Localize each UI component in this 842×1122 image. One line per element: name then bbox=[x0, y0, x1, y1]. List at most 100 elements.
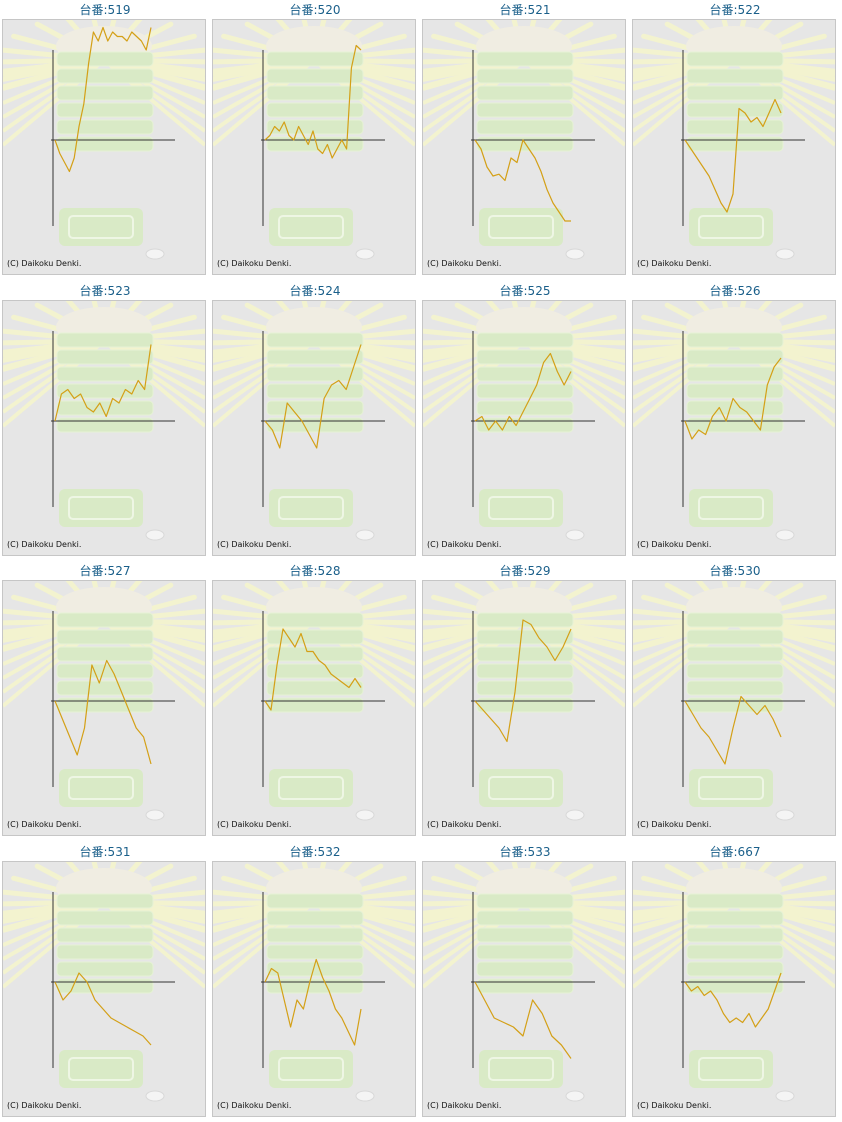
chart-plot bbox=[3, 20, 205, 260]
backdrop-illustration bbox=[3, 861, 205, 1101]
machine-chart-530: 台番:530 (C) Daikoku Denki. bbox=[630, 561, 840, 841]
backdrop-illustration bbox=[633, 20, 835, 260]
machine-chart-521: 台番:521 (C) Daikoku Denki. bbox=[420, 0, 630, 280]
machine-number-label[interactable]: 台番:530 bbox=[709, 564, 761, 578]
series-line bbox=[474, 352, 572, 431]
copyright-label: (C) Daikoku Denki. bbox=[7, 820, 82, 829]
copyright-label: (C) Daikoku Denki. bbox=[637, 1100, 712, 1110]
chart-frame: (C) Daikoku Denki. bbox=[632, 860, 836, 1117]
copyright-label: (C) Daikoku Denki. bbox=[7, 1100, 82, 1110]
copyright-label: (C) Daikoku Denki. bbox=[637, 820, 712, 829]
machine-chart-522: 台番:522 (C) Daikoku Denki. bbox=[630, 0, 840, 280]
copyright-label: (C) Daikoku Denki. bbox=[427, 820, 502, 829]
series-line bbox=[474, 981, 572, 1059]
machine-chart-519: 台番:519 (C) Daikoku Denki. bbox=[0, 0, 210, 280]
machine-chart-532: 台番:532 (C) Daikoku Denki. bbox=[210, 842, 420, 1122]
chart-frame: (C) Daikoku Denki. bbox=[422, 299, 626, 556]
chart-frame: (C) Daikoku Denki. bbox=[2, 19, 206, 275]
chart-plot bbox=[213, 20, 415, 260]
series-line bbox=[264, 958, 362, 1046]
machine-number-label[interactable]: 台番:522 bbox=[709, 3, 761, 17]
chart-plot bbox=[633, 300, 835, 540]
copyright-label: (C) Daikoku Denki. bbox=[427, 1100, 502, 1110]
chart-frame: (C) Daikoku Denki. bbox=[422, 580, 626, 836]
backdrop-illustration bbox=[3, 581, 205, 821]
machine-number-label[interactable]: 台番:519 bbox=[79, 3, 131, 17]
series-line bbox=[54, 971, 152, 1045]
machine-chart-520: 台番:520 (C) Daikoku Denki. bbox=[210, 0, 420, 280]
copyright-label: (C) Daikoku Denki. bbox=[427, 259, 502, 268]
machine-chart-526: 台番:526 (C) Daikoku Denki. bbox=[630, 281, 840, 561]
chart-plot bbox=[423, 581, 625, 821]
series-line bbox=[264, 343, 362, 449]
chart-frame: (C) Daikoku Denki. bbox=[422, 19, 626, 275]
copyright-label: (C) Daikoku Denki. bbox=[217, 1100, 292, 1110]
chart-plot bbox=[633, 861, 835, 1101]
machine-chart-667: 台番:667 (C) Daikoku Denki. bbox=[630, 842, 840, 1122]
series-line bbox=[264, 44, 362, 159]
backdrop-illustration bbox=[423, 20, 625, 260]
machine-chart-531: 台番:531 (C) Daikoku Denki. bbox=[0, 842, 210, 1122]
machine-chart-525: 台番:525 (C) Daikoku Denki. bbox=[420, 281, 630, 561]
series-line bbox=[684, 972, 782, 1028]
copyright-label: (C) Daikoku Denki. bbox=[637, 539, 712, 549]
chart-plot bbox=[423, 861, 625, 1101]
series-line bbox=[54, 26, 152, 173]
chart-plot bbox=[633, 581, 835, 821]
copyright-label: (C) Daikoku Denki. bbox=[427, 539, 502, 549]
chart-frame: (C) Daikoku Denki. bbox=[2, 860, 206, 1117]
chart-frame: (C) Daikoku Denki. bbox=[422, 860, 626, 1117]
machine-number-label[interactable]: 台番:526 bbox=[709, 283, 761, 298]
machine-number-label[interactable]: 台番:525 bbox=[499, 283, 551, 298]
machine-number-label[interactable]: 台番:531 bbox=[79, 844, 131, 859]
chart-plot bbox=[3, 861, 205, 1101]
copyright-label: (C) Daikoku Denki. bbox=[7, 259, 82, 268]
chart-frame: (C) Daikoku Denki. bbox=[212, 580, 416, 836]
chart-plot bbox=[213, 300, 415, 540]
copyright-label: (C) Daikoku Denki. bbox=[217, 259, 292, 268]
chart-plot bbox=[213, 861, 415, 1101]
machine-number-label[interactable]: 台番:532 bbox=[289, 844, 341, 859]
machine-number-label[interactable]: 台番:533 bbox=[499, 844, 551, 859]
backdrop-illustration bbox=[213, 581, 415, 821]
chart-frame: (C) Daikoku Denki. bbox=[632, 299, 836, 556]
chart-frame: (C) Daikoku Denki. bbox=[212, 299, 416, 556]
chart-plot bbox=[423, 20, 625, 260]
chart-frame: (C) Daikoku Denki. bbox=[2, 299, 206, 556]
chart-plot bbox=[213, 581, 415, 821]
machine-number-label[interactable]: 台番:524 bbox=[289, 283, 341, 298]
chart-frame: (C) Daikoku Denki. bbox=[632, 19, 836, 275]
chart-plot bbox=[3, 581, 205, 821]
machine-number-label[interactable]: 台番:523 bbox=[79, 283, 131, 298]
machine-chart-524: 台番:524 (C) Daikoku Denki. bbox=[210, 281, 420, 561]
series-line bbox=[264, 628, 362, 711]
machine-chart-528: 台番:528 (C) Daikoku Denki. bbox=[210, 561, 420, 841]
series-line bbox=[474, 619, 572, 743]
machine-number-label[interactable]: 台番:667 bbox=[709, 844, 761, 859]
chart-frame: (C) Daikoku Denki. bbox=[212, 860, 416, 1117]
backdrop-illustration bbox=[213, 300, 415, 540]
machine-chart-527: 台番:527 (C) Daikoku Denki. bbox=[0, 561, 210, 841]
copyright-label: (C) Daikoku Denki. bbox=[7, 539, 82, 549]
chart-plot bbox=[3, 300, 205, 540]
chart-frame: (C) Daikoku Denki. bbox=[2, 580, 206, 836]
chart-plot bbox=[633, 20, 835, 260]
series-line bbox=[684, 98, 782, 213]
series-line bbox=[54, 343, 152, 421]
backdrop-illustration bbox=[633, 300, 835, 540]
machine-number-label[interactable]: 台番:527 bbox=[79, 564, 131, 578]
machine-chart-533: 台番:533 (C) Daikoku Denki. bbox=[420, 842, 630, 1122]
machine-number-label[interactable]: 台番:528 bbox=[289, 564, 341, 578]
backdrop-illustration bbox=[423, 300, 625, 540]
chart-plot bbox=[423, 300, 625, 540]
machine-number-label[interactable]: 台番:521 bbox=[499, 3, 551, 17]
copyright-label: (C) Daikoku Denki. bbox=[217, 820, 292, 829]
series-line bbox=[474, 139, 571, 222]
machine-chart-523: 台番:523 (C) Daikoku Denki. bbox=[0, 281, 210, 561]
series-line bbox=[684, 357, 782, 440]
machine-number-label[interactable]: 台番:529 bbox=[499, 564, 551, 578]
chart-frame: (C) Daikoku Denki. bbox=[212, 19, 416, 275]
machine-number-label[interactable]: 台番:520 bbox=[289, 3, 341, 17]
copyright-label: (C) Daikoku Denki. bbox=[217, 539, 292, 549]
